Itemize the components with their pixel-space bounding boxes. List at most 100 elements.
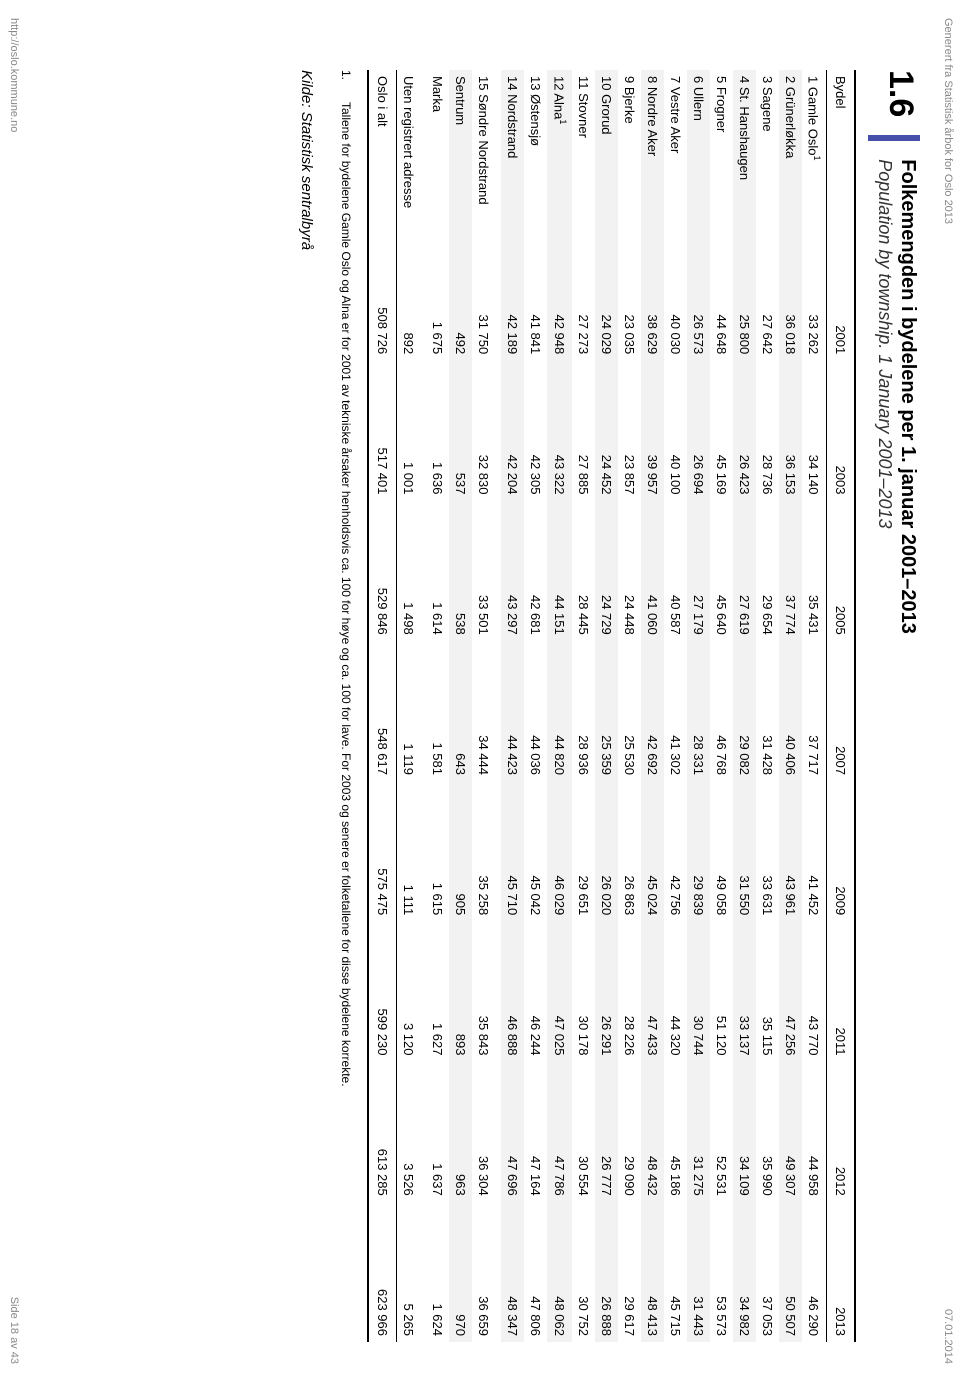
table-row: Marka1 6751 6361 6141 5811 6151 6271 637… xyxy=(426,70,449,1342)
cell-value: 26 291 xyxy=(595,921,618,1061)
row-label: 3 Sagene xyxy=(756,70,779,220)
title-sub: Population by township. 1 January 2001–2… xyxy=(873,159,896,634)
cell-value: 40 587 xyxy=(664,501,687,641)
row-label: 4 St. Hanshaugen xyxy=(733,70,756,220)
cell-value: 47 696 xyxy=(501,1062,524,1202)
cell-value: 47 025 xyxy=(547,921,571,1061)
cell-value: 45 715 xyxy=(664,1202,687,1342)
cell-value: 24 452 xyxy=(595,360,618,500)
footnote-text: Tallene for bydelene Gamle Oslo og Alna … xyxy=(339,102,353,1087)
row-label: 10 Grorud xyxy=(595,70,618,220)
cell-value: 45 024 xyxy=(641,781,664,921)
cell-value: 893 xyxy=(449,921,472,1061)
total-value: 599 230 xyxy=(368,921,397,1061)
cell-value: 42 948 xyxy=(547,220,571,360)
title-main: Folkemengden i bydelene per 1. januar 20… xyxy=(896,159,920,634)
cell-value: 42 189 xyxy=(501,220,524,360)
cell-value: 46 244 xyxy=(524,921,547,1061)
row-label: 7 Vestre Aker xyxy=(664,70,687,220)
cell-value: 42 204 xyxy=(501,360,524,500)
cell-value: 29 617 xyxy=(618,1202,641,1342)
cell-value: 1 637 xyxy=(426,1062,449,1202)
cell-value: 46 768 xyxy=(710,641,733,781)
cell-value: 25 800 xyxy=(733,220,756,360)
col-header-label: Bydel xyxy=(827,70,856,220)
cell-value: 47 806 xyxy=(524,1202,547,1342)
cell-value: 44 151 xyxy=(547,501,571,641)
total-value: 613 285 xyxy=(368,1062,397,1202)
total-value: 548 617 xyxy=(368,641,397,781)
total-value: 517 401 xyxy=(368,360,397,500)
footnote-ref: 1 xyxy=(558,119,568,124)
cell-value: 27 179 xyxy=(687,501,710,641)
cell-value: 29 651 xyxy=(572,781,595,921)
title-divider xyxy=(868,135,920,141)
total-value: 529 846 xyxy=(368,501,397,641)
cell-value: 26 888 xyxy=(595,1202,618,1342)
row-label: Marka xyxy=(426,70,449,220)
cell-value: 39 957 xyxy=(641,360,664,500)
cell-value: 26 863 xyxy=(618,781,641,921)
row-label: 6 Ullern xyxy=(687,70,710,220)
row-label: 2 Grünerløkka xyxy=(779,70,802,220)
cell-value: 23 035 xyxy=(618,220,641,360)
cell-value: 24 729 xyxy=(595,501,618,641)
cell-value: 48 347 xyxy=(501,1202,524,1342)
cell-value: 37 774 xyxy=(779,501,802,641)
cell-value: 42 692 xyxy=(641,641,664,781)
cell-value: 29 839 xyxy=(687,781,710,921)
cell-value: 40 406 xyxy=(779,641,802,781)
cell-value: 41 060 xyxy=(641,501,664,641)
col-header-year: 2011 xyxy=(827,921,856,1061)
cell-value: 1 498 xyxy=(397,501,427,641)
cell-value: 5 265 xyxy=(397,1202,427,1342)
cell-value: 29 090 xyxy=(618,1062,641,1202)
cell-value: 1 119 xyxy=(397,641,427,781)
row-label: 1 Gamle Oslo1 xyxy=(802,70,827,220)
cell-value: 24 029 xyxy=(595,220,618,360)
table-row: 14 Nordstrand42 18942 20443 29744 42345 … xyxy=(501,70,524,1342)
footnote-number: 1. xyxy=(339,70,353,88)
cell-value: 43 297 xyxy=(501,501,524,641)
population-table: Bydel20012003200520072009201120122013 1 … xyxy=(367,70,856,1342)
cell-value: 46 888 xyxy=(501,921,524,1061)
table-row: 15 Søndre Nordstrand31 75032 83033 50134… xyxy=(472,70,501,1342)
cell-value: 3 120 xyxy=(397,921,427,1061)
section-number: 1.6 xyxy=(881,70,920,117)
cell-value: 36 153 xyxy=(779,360,802,500)
row-label: 5 Frogner xyxy=(710,70,733,220)
table-row: 10 Grorud24 02924 45224 72925 35926 0202… xyxy=(595,70,618,1342)
cell-value: 47 164 xyxy=(524,1062,547,1202)
cell-value: 46 290 xyxy=(802,1202,827,1342)
cell-value: 36 304 xyxy=(472,1062,501,1202)
cell-value: 963 xyxy=(449,1062,472,1202)
row-label: Uten registrert adresse xyxy=(397,70,427,220)
total-value: 575 475 xyxy=(368,781,397,921)
cell-value: 33 137 xyxy=(733,921,756,1061)
cell-value: 1 675 xyxy=(426,220,449,360)
table-total-row: Oslo i alt508 726517 401529 846548 61757… xyxy=(368,70,397,1342)
cell-value: 31 443 xyxy=(687,1202,710,1342)
cell-value: 43 770 xyxy=(802,921,827,1061)
cell-value: 30 178 xyxy=(572,921,595,1061)
footer-url: http://oslo.kommune.no xyxy=(8,18,20,132)
cell-value: 44 958 xyxy=(802,1062,827,1202)
cell-value: 905 xyxy=(449,781,472,921)
footer-pageno: Side 18 av 43 xyxy=(8,1297,20,1364)
cell-value: 35 843 xyxy=(472,921,501,1061)
total-value: 623 966 xyxy=(368,1202,397,1342)
cell-value: 44 648 xyxy=(710,220,733,360)
cell-value: 48 432 xyxy=(641,1062,664,1202)
cell-value: 46 029 xyxy=(547,781,571,921)
cell-value: 41 302 xyxy=(664,641,687,781)
cell-value: 537 xyxy=(449,360,472,500)
cell-value: 1 614 xyxy=(426,501,449,641)
table-row: 2 Grünerløkka36 01836 15337 77440 40643 … xyxy=(779,70,802,1342)
cell-value: 40 030 xyxy=(664,220,687,360)
cell-value: 45 640 xyxy=(710,501,733,641)
cell-value: 31 750 xyxy=(472,220,501,360)
cell-value: 1 581 xyxy=(426,641,449,781)
cell-value: 38 629 xyxy=(641,220,664,360)
cell-value: 45 710 xyxy=(501,781,524,921)
cell-value: 35 258 xyxy=(472,781,501,921)
